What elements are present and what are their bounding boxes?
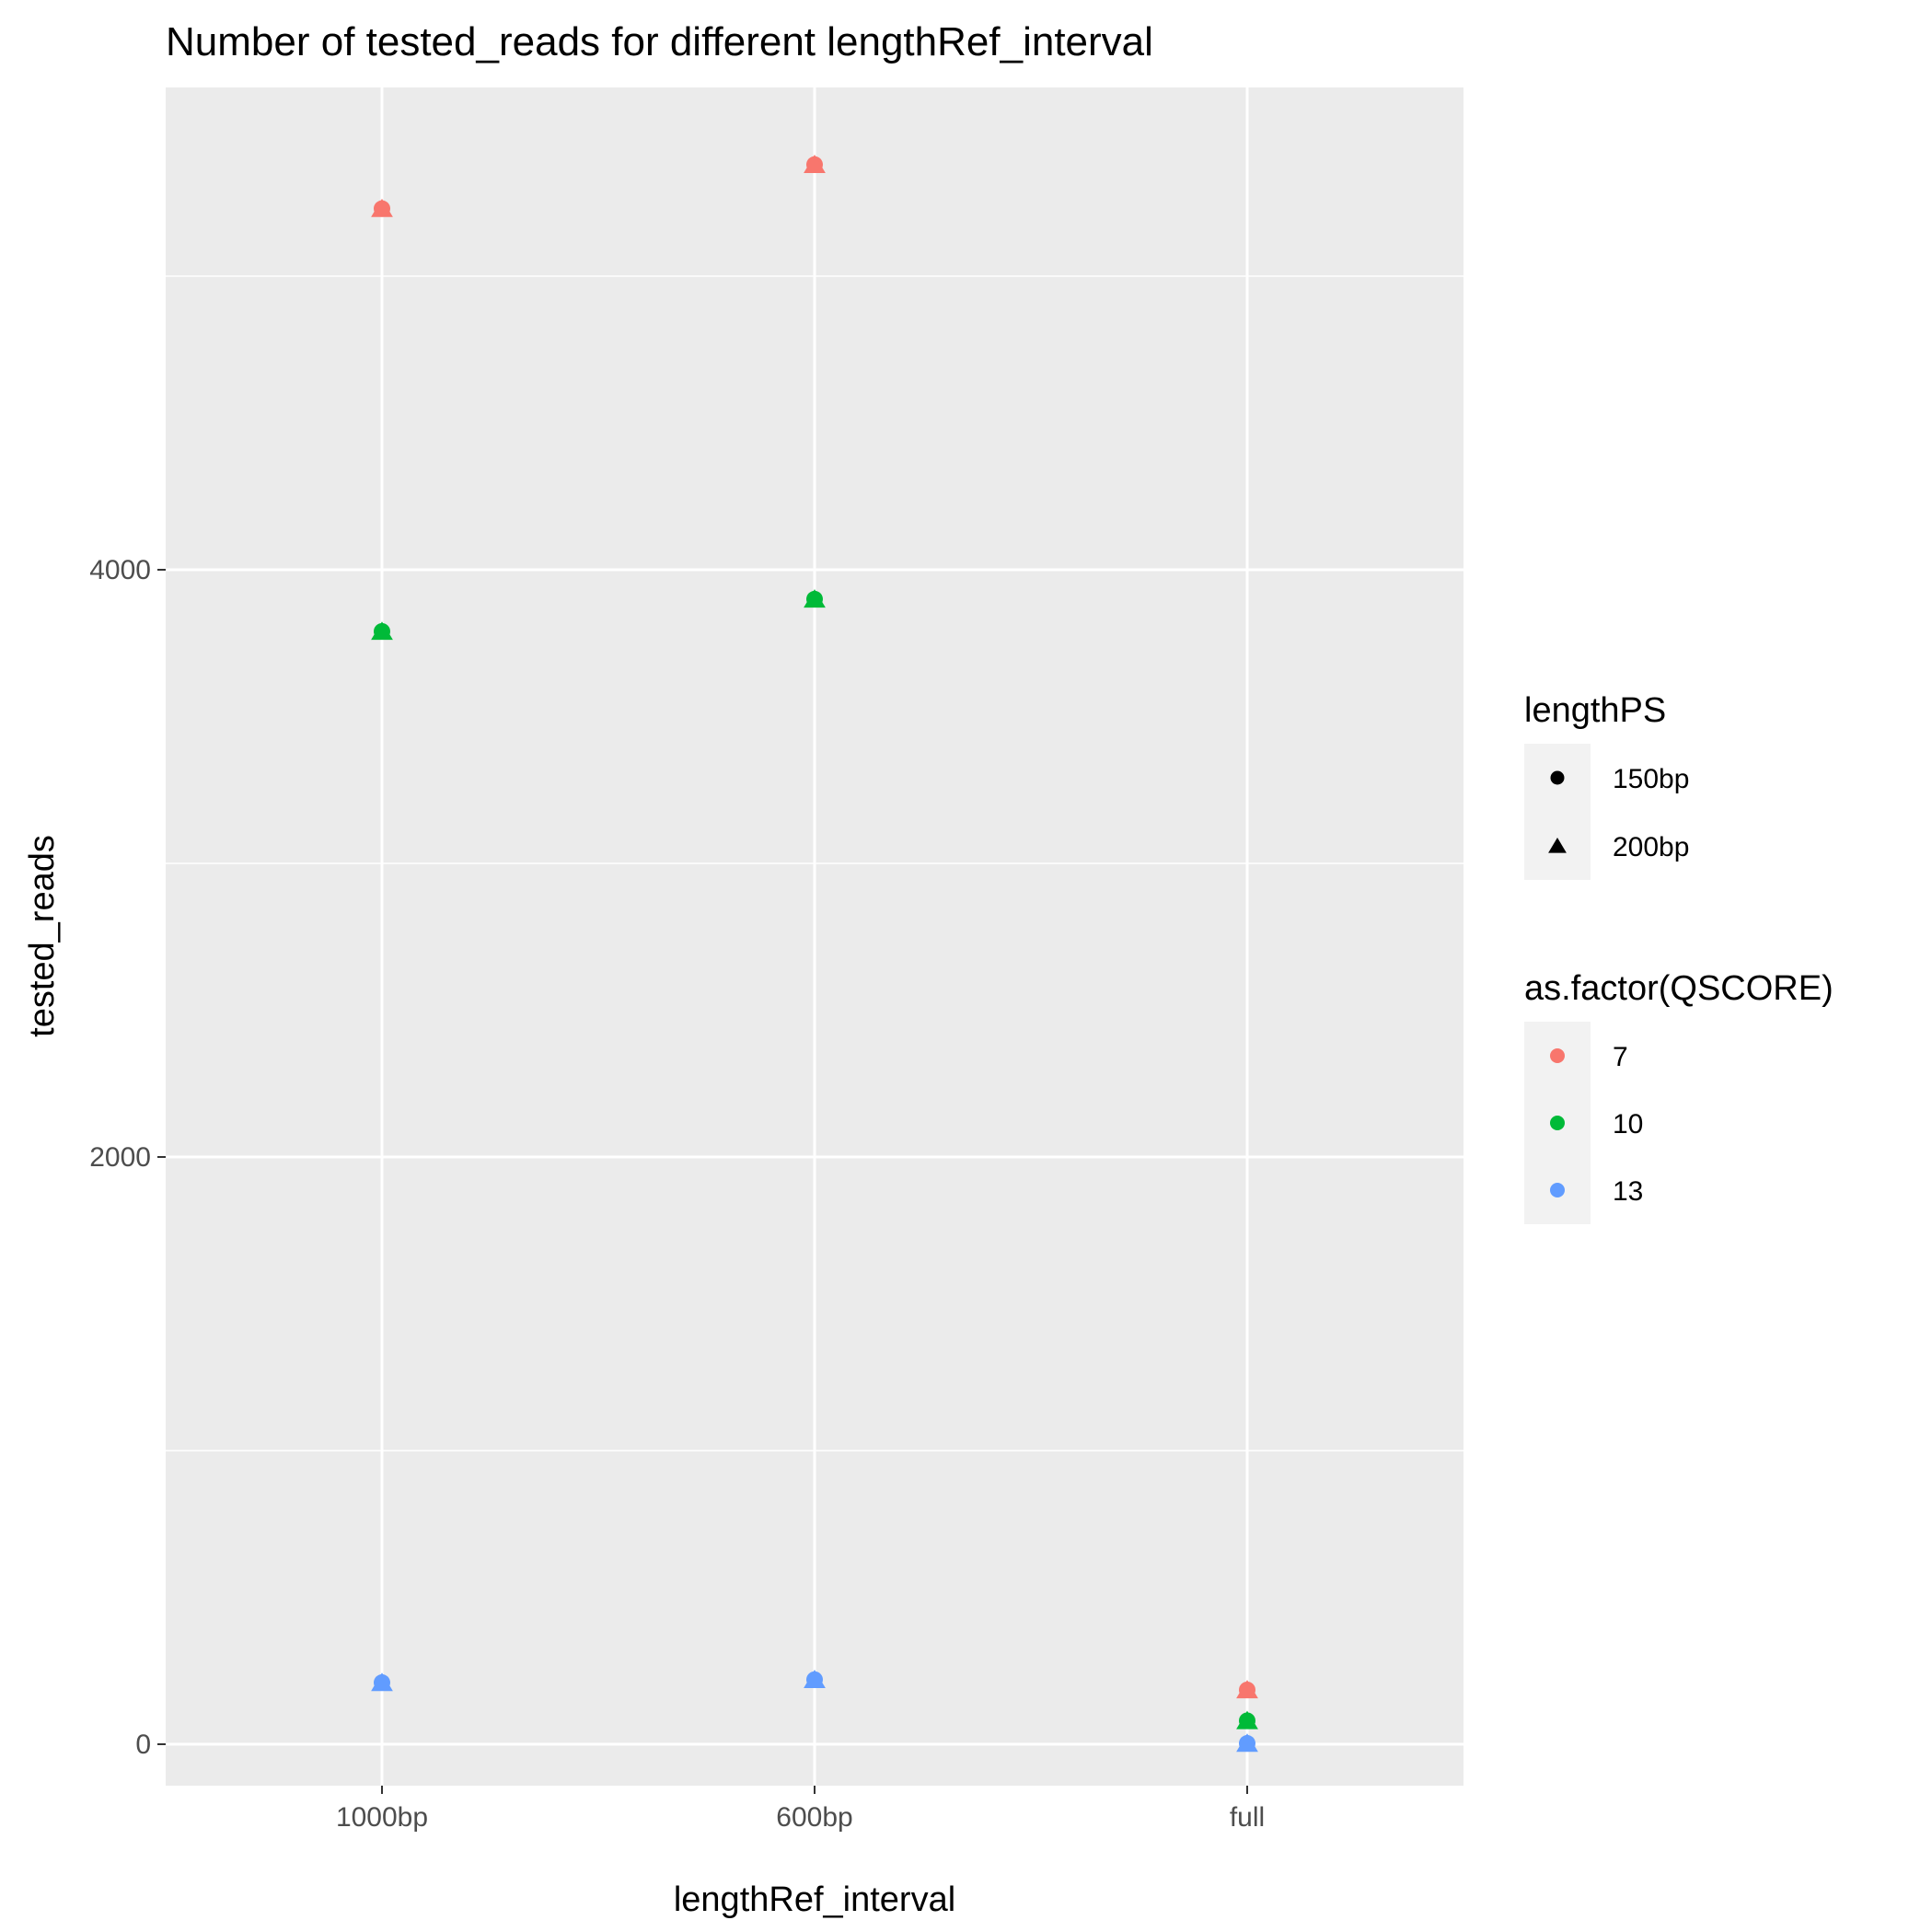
legend-qscore: as.factor(QSCORE) 7 10 13 — [1524, 969, 1834, 1224]
legend-lengthps-key-150bp — [1550, 770, 1565, 785]
legend-qscore-title: as.factor(QSCORE) — [1524, 969, 1834, 1008]
data-point-q10-200bp-1000bp — [371, 621, 393, 641]
legend-lengthps: lengthPS 150bp 200bp — [1524, 691, 1689, 880]
x-tick-label: 1000bp — [336, 1802, 428, 1833]
y-tick-label: 2000 — [89, 1142, 151, 1173]
data-point-q13-200bp-full — [1236, 1733, 1258, 1753]
y-axis-ticks: 0 2000 4000 — [89, 555, 166, 1760]
x-axis-title: lengthRef_interval — [674, 1880, 955, 1919]
major-gridlines — [166, 87, 1463, 1786]
data-point-q13-200bp-1000bp — [371, 1672, 393, 1692]
legend-lengthps-label: 150bp — [1613, 764, 1689, 794]
data-points — [371, 154, 1258, 1753]
y-axis-title: tested_reads — [23, 835, 62, 1037]
legend-qscore-key-13 — [1550, 1183, 1565, 1197]
legend-lengthps-key-200bp — [1548, 838, 1567, 853]
data-point-q13-200bp-600bp — [804, 1670, 826, 1688]
data-point-q7-200bp-600bp — [804, 154, 826, 173]
data-point-q10-200bp-600bp — [804, 589, 826, 608]
data-point-q10-200bp-full — [1236, 1710, 1258, 1730]
x-tick-label: 600bp — [776, 1802, 852, 1833]
legend-qscore-label: 7 — [1613, 1042, 1628, 1072]
legend-qscore-label: 13 — [1613, 1176, 1643, 1207]
legend-lengthps-title: lengthPS — [1524, 691, 1666, 730]
legend-lengthps-label: 200bp — [1613, 832, 1689, 862]
x-axis-ticks: 1000bp 600bp full — [336, 1786, 1265, 1833]
y-tick-label: 4000 — [89, 555, 151, 585]
y-tick-label: 0 — [135, 1730, 151, 1760]
legend-qscore-label: 10 — [1613, 1109, 1643, 1140]
data-point-q7-200bp-full — [1236, 1680, 1258, 1699]
data-point-q7-200bp-1000bp — [371, 198, 393, 217]
chart-title: Number of tested_reads for different len… — [166, 19, 1153, 64]
legend-qscore-key-7 — [1550, 1048, 1565, 1063]
legend-lengthps-key-background — [1524, 744, 1591, 880]
x-tick-label: full — [1230, 1802, 1265, 1833]
legend-qscore-key-10 — [1550, 1116, 1565, 1130]
